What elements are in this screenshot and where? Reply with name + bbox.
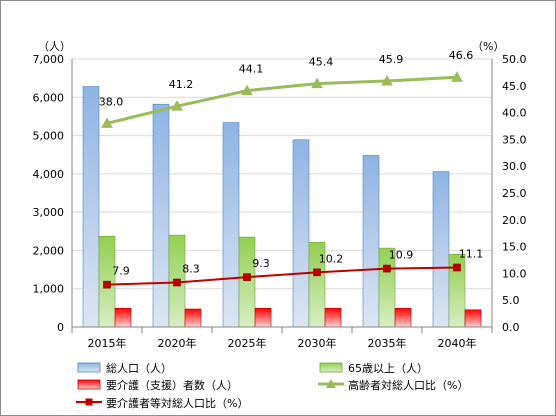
y-right-tick-label: 10.0 <box>502 267 527 280</box>
y-right-tick-label: 35.0 <box>502 133 527 146</box>
x-tick-label: 2025年 <box>228 336 267 350</box>
data-label: 45.4 <box>309 56 334 69</box>
bar <box>324 307 342 328</box>
x-tick-label: 2030年 <box>298 336 337 350</box>
bar <box>184 308 202 328</box>
legend-label: 要介護者等対総人口比（%） <box>106 396 248 410</box>
grid-lines <box>72 58 492 290</box>
data-label: 41.2 <box>169 78 194 91</box>
legend: 総人口（人） 65歳以上（人） 要介護（支援）者数（人） 高齢者対総人口比（%） 要介護… <box>76 361 468 410</box>
x-tick-label: 2015年 <box>88 336 127 350</box>
y-right-unit-label: （%） <box>472 40 504 53</box>
bar <box>394 307 412 328</box>
x-tick-label: 2035年 <box>368 336 407 350</box>
data-label: 7.9 <box>112 265 130 278</box>
point-marker <box>101 117 113 128</box>
bar <box>238 236 256 328</box>
bar <box>254 307 272 328</box>
y-left-tick-label: 1,000 <box>33 283 65 296</box>
point-marker <box>171 100 183 111</box>
y-right-tick-label: 20.0 <box>502 214 527 227</box>
bar <box>82 86 100 328</box>
y-right-tick-label: 25.0 <box>502 187 527 200</box>
data-label: 38.0 <box>99 95 124 108</box>
data-label: 10.2 <box>319 252 344 265</box>
bar-layer <box>82 86 482 328</box>
point-marker <box>241 84 253 96</box>
legend-swatch-marker <box>85 398 93 406</box>
point-marker <box>383 264 391 273</box>
point-marker <box>243 273 251 281</box>
y-left-tick-label: 3,000 <box>33 206 65 219</box>
legend-label: 65歳以上（人） <box>348 362 428 375</box>
y-left-tick-label: 4,000 <box>33 168 65 181</box>
legend-label: 要介護（支援）者数（人） <box>106 378 238 392</box>
x-tick-label: 2040年 <box>438 336 477 350</box>
y-right-tick-label: 5.0 <box>502 294 520 307</box>
legend-label: 総人口（人） <box>106 361 172 375</box>
y-left-tick-label: 2,000 <box>33 244 65 257</box>
y-right-tick-label: 40.0 <box>502 107 527 120</box>
bar <box>464 309 482 328</box>
legend-label: 高齢者対総人口比（%） <box>348 378 468 392</box>
y-right-tick-label: 30.0 <box>502 160 527 173</box>
point-marker <box>311 77 323 89</box>
y-left-tick-label: 7,000 <box>33 53 65 66</box>
legend-swatch <box>77 379 101 390</box>
axis-layer: 0 1,000 2,000 3,000 4,000 5,000 6,000 7,000 0.0 5… <box>33 40 527 350</box>
data-label: 11.1 <box>459 248 484 261</box>
bar <box>114 307 132 328</box>
point-marker <box>381 74 393 86</box>
data-label: 45.9 <box>379 53 404 66</box>
data-label: 44.1 <box>239 63 264 76</box>
y-right-tick-label: 45.0 <box>502 80 527 93</box>
point-marker <box>451 71 463 82</box>
data-label: 10.9 <box>389 249 414 262</box>
data-label: 9.3 <box>252 257 270 270</box>
y-right-tick-label: 50.0 <box>502 53 527 66</box>
series-line <box>106 75 458 125</box>
bar <box>292 139 310 328</box>
bar <box>432 171 450 328</box>
legend-swatch <box>319 362 343 373</box>
data-label: 8.3 <box>182 263 200 276</box>
bar <box>222 122 240 328</box>
y-left-tick-label: 5,000 <box>33 130 65 143</box>
y-right-tick-label: 15.0 <box>502 241 527 254</box>
data-label: 46.6 <box>449 49 474 62</box>
y-left-tick-label: 6,000 <box>33 91 65 104</box>
line-layer: 38.0 41.2 44.1 45.4 45.9 46.6 7.9 8.3 9.3 10.2 10.… <box>99 49 484 289</box>
bar <box>362 155 380 328</box>
point-marker <box>173 278 181 287</box>
series-line <box>106 266 458 286</box>
bar <box>152 103 170 328</box>
y-left-unit-label: （人） <box>38 40 71 53</box>
point-marker <box>103 280 111 289</box>
y-left-tick-label: 0 <box>57 321 64 334</box>
legend-swatch-marker <box>326 379 336 388</box>
legend-swatch <box>77 362 101 373</box>
point-marker <box>453 263 461 272</box>
point-marker <box>313 268 321 277</box>
y-right-tick-label: 0.0 <box>502 321 520 334</box>
x-tick-label: 2020年 <box>158 336 197 350</box>
